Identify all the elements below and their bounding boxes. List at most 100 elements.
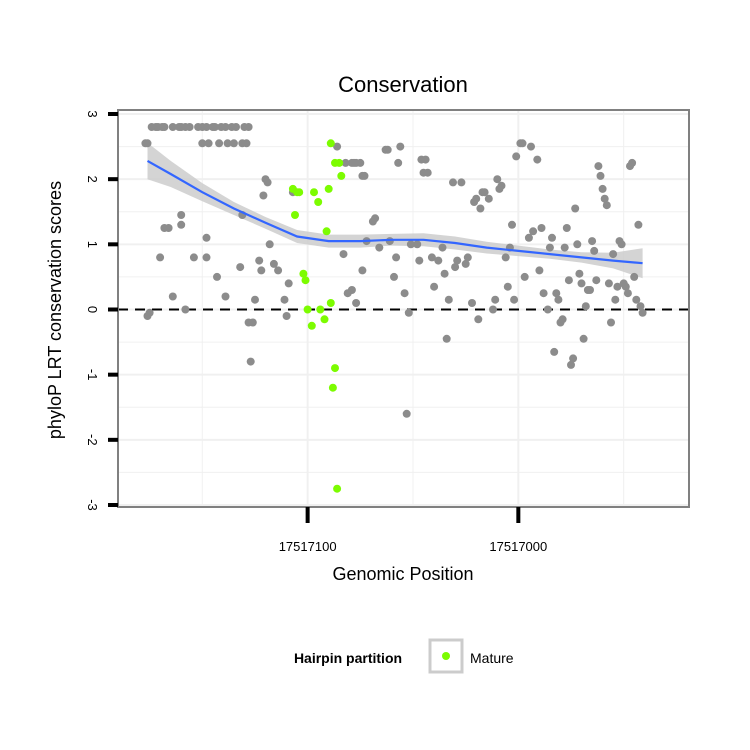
legend-label-mature: Mature [470,650,514,666]
data-point-background [341,158,350,167]
data-point-background [438,243,447,252]
data-point-background [257,266,266,275]
data-point-background [453,256,462,265]
data-point-background [213,272,221,281]
data-point-background [634,220,643,229]
data-point-background [545,243,554,252]
data-point-background [493,175,502,184]
data-point-background [604,279,613,288]
y-tick-label: -3 [85,499,100,511]
data-point-mature [333,484,342,493]
data-point-background [143,139,152,148]
data-point-background [242,139,251,148]
data-point-background [632,295,641,304]
data-point-mature [322,227,331,236]
data-point-background [400,289,409,298]
x-axis-label: Genomic Position [332,564,473,584]
data-point-background [560,243,569,252]
data-point-background [236,263,245,272]
data-point-background [375,243,384,252]
data-point-background [160,123,169,131]
data-point-background [269,259,278,268]
data-point-background [356,158,365,167]
data-point-background [577,279,586,288]
data-point-background [630,272,639,281]
data-point-background [552,289,561,298]
data-point-background [177,220,186,229]
data-point-background [558,315,567,324]
x-tick-label: 17517000 [489,539,547,554]
data-point-background [177,211,186,219]
confidence-ribbon [147,142,643,279]
data-point-background [539,289,548,298]
data-point-background [430,282,439,291]
y-tick-label: -1 [85,369,100,381]
data-point-background [468,299,476,307]
data-point-background [427,253,436,262]
data-point-background [489,305,497,314]
legend-key-mature-dot [442,652,450,660]
data-point-background [181,305,190,314]
data-point-background [529,227,538,236]
data-point-background [518,139,527,148]
data-point-background [463,253,472,262]
data-point-background [402,409,411,418]
data-point-background [263,178,272,187]
data-point-mature [331,364,339,373]
data-point-background [202,123,211,131]
y-tick-label: 0 [85,306,100,313]
data-point-background [156,253,165,262]
data-point-background [413,240,422,249]
data-point-background [638,308,647,317]
legend: Hairpin partition Mature [294,638,514,674]
data-point-background [503,282,512,291]
data-point-mature [335,158,344,167]
data-point-background [527,142,535,151]
data-point-background [339,250,348,259]
data-point-background [472,194,481,203]
data-point-background [168,123,177,131]
data-point-background [510,295,519,304]
data-point-mature [295,188,304,197]
data-point-mature [328,383,337,392]
data-point-mature [320,315,329,324]
data-point-background [248,318,257,327]
data-point-mature [291,211,299,219]
data-point-background [244,123,253,131]
data-point-background [533,155,542,164]
data-point-background [383,145,392,154]
data-point-background [390,272,398,281]
data-point-background [461,259,470,268]
data-point-background [198,139,207,148]
y-tick-label: 3 [85,110,100,117]
axes: -3 -2 -1 0 1 2 3 17517100 17517000 [85,109,690,554]
data-point-background [442,334,451,343]
data-point-background [497,181,506,190]
data-point-background [508,220,516,229]
data-point-background [415,256,424,265]
data-point-background [537,224,546,232]
data-point-background [274,266,283,275]
data-point-background [423,168,432,177]
data-point-background [548,233,556,242]
data-point-background [164,224,173,232]
data-point-background [440,269,449,278]
data-point-background [613,282,622,291]
data-point-background [598,184,607,193]
data-point-mature [301,276,310,285]
data-point-background [204,139,213,148]
data-point-background [280,295,289,304]
data-point-background [223,139,232,148]
data-point-background [202,253,211,262]
data-point-background [282,312,291,320]
data-point-background [168,292,177,301]
data-point-background [564,276,573,285]
data-point-mature [299,269,308,278]
data-point-background [210,123,219,131]
data-point-mature [314,198,323,206]
data-point-background [611,295,620,304]
data-point-background [480,188,489,197]
data-point-background [451,263,460,272]
data-point-background [333,142,342,151]
data-point-background [347,286,356,294]
